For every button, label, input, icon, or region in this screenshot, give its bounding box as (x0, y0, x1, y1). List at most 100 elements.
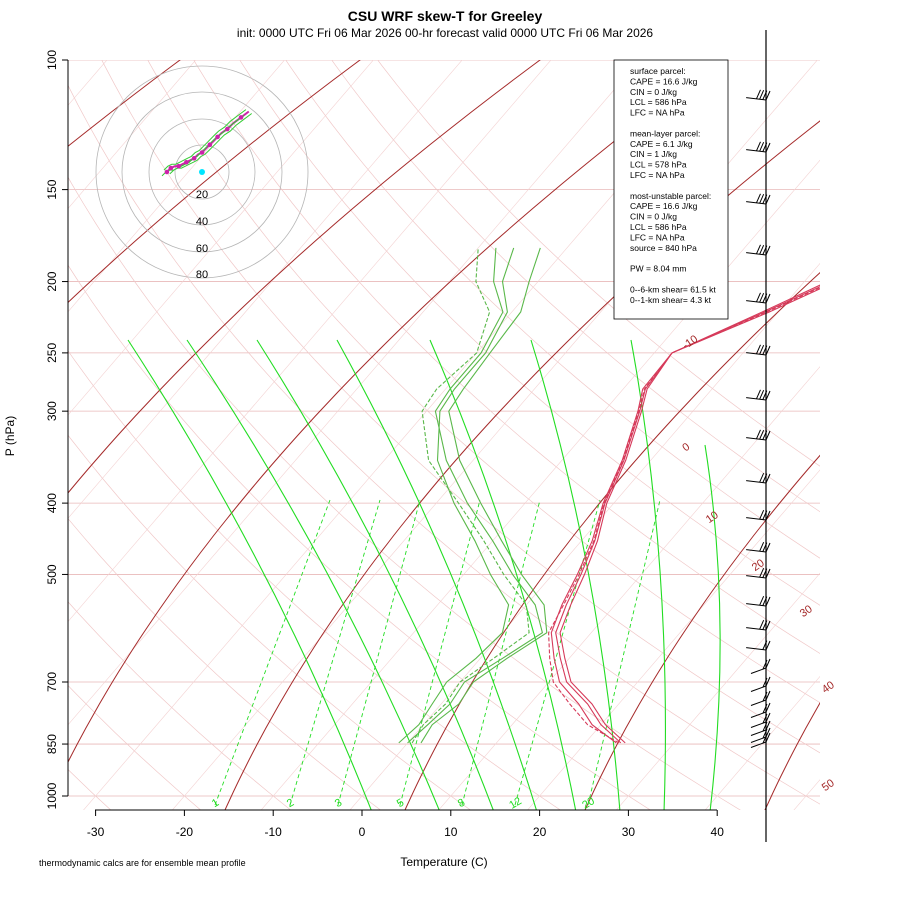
dewpoint-profile-line (407, 247, 544, 744)
wind-barb-flag (762, 703, 768, 714)
wind-barb (746, 596, 771, 607)
mixing-ratio-label: 3 (333, 797, 344, 810)
parcel-info-line: 0--6-km shear= 61.5 kt (630, 284, 716, 294)
wind-barb-flag (762, 194, 768, 204)
dry-adiabat-line (147, 60, 820, 704)
parcel-info-frame (613, 59, 729, 320)
temperature-profile-line (548, 286, 820, 744)
isotherm-line (68, 60, 721, 764)
wind-barb-flag (762, 568, 768, 578)
x-tick-label: -10 (265, 825, 283, 839)
wind-barbs (746, 89, 771, 748)
wind-barb-flag (762, 620, 768, 630)
isotherm-gridline (68, 60, 641, 726)
isotherm-gridline (68, 60, 374, 416)
x-tick-label: 40 (711, 825, 725, 839)
isotherm-label: 10 (704, 509, 721, 526)
hodograph-ring-label: 80 (196, 269, 208, 281)
isotherm-gridline (68, 60, 197, 210)
wind-barb-flag (765, 430, 771, 441)
wind-barb-flag (759, 293, 765, 303)
y-tick-label: 300 (45, 401, 59, 421)
wind-barb-staff (746, 437, 767, 441)
dry-adiabat-line (331, 60, 820, 513)
wind-barb-flag (765, 345, 771, 356)
parcel-info-line: surface parcel: (630, 66, 686, 76)
dry-adiabat-line (68, 684, 202, 810)
wind-barb (746, 141, 771, 153)
wind-barb (746, 640, 771, 651)
y-tick-label: 150 (45, 179, 59, 199)
mixing-ratio-label: 5 (395, 797, 406, 810)
isotherm-label: 0 (680, 441, 692, 454)
wind-barb-staff (746, 480, 767, 484)
wind-barb-flag (765, 142, 771, 153)
dry-adiabat-line (239, 60, 820, 606)
wind-barb-staff (750, 685, 767, 692)
isotherm-label: 20 (750, 557, 767, 574)
wind-barb (746, 389, 771, 401)
dewpoint-profile-line (398, 247, 515, 744)
wind-barb-flag (762, 721, 768, 732)
wind-barb-flag (759, 620, 765, 630)
wind-barb (750, 658, 771, 674)
isotherm-line (584, 454, 820, 810)
wind-barb-flag (765, 640, 771, 651)
dry-adiabat-line (68, 176, 741, 810)
wind-barb (746, 620, 771, 631)
wind-barb-flag (765, 702, 771, 713)
wind-barb-flag (759, 90, 765, 100)
mixing-ratio-label: 20 (580, 795, 597, 812)
dry-adiabat-line (68, 84, 820, 805)
hodograph-ring-label: 20 (196, 189, 208, 201)
wind-barb-staff (746, 97, 767, 101)
wind-barb-staff (746, 575, 767, 579)
parcel-info-line: LCL = 586 hPa (630, 97, 687, 107)
wind-barb-flag (759, 596, 765, 606)
parcel-info-line: source = 840 hPa (630, 243, 697, 253)
wind-barb-staff (746, 352, 767, 356)
wind-barb-staff (750, 729, 767, 736)
wind-barb-flag (762, 691, 768, 702)
moist-adiabat-line (256, 339, 494, 810)
wind-barb (746, 89, 771, 101)
dry-adiabat-line (193, 60, 820, 654)
wind-barb-flag (762, 542, 768, 552)
wind-barb-flag (765, 596, 771, 607)
isotherm-gridline (704, 676, 820, 810)
hodograph-ring-label: 40 (196, 216, 208, 228)
chart-subtitle: init: 0000 UTC Fri 06 Mar 2026 00-hr for… (237, 26, 654, 40)
wind-barb-flag (765, 720, 771, 731)
mixing-ratio-label: 2 (285, 797, 296, 810)
dry-adiabat-line (377, 60, 820, 467)
isotherm-gridline (260, 159, 820, 810)
wind-barb-flag (756, 344, 761, 355)
x-tick-label: 20 (533, 825, 547, 839)
mixing-ratio-line (289, 499, 381, 806)
wind-barb (750, 732, 771, 748)
wind-barb-flag (762, 430, 768, 440)
wind-barb-flag (756, 141, 761, 152)
y-tick-label: 700 (45, 672, 59, 692)
moist-adiabat-line (429, 339, 577, 810)
wind-barb (746, 568, 771, 579)
wind-barb-flag (765, 658, 771, 669)
hodograph-ring (95, 65, 309, 279)
hodograph-ring (121, 91, 283, 253)
wind-barb (750, 712, 771, 728)
parcel-info-line: PW = 8.04 mm (630, 264, 686, 274)
wind-barb-flag (765, 568, 771, 579)
wind-barb-staff (750, 711, 767, 718)
wind-barb-flag (759, 568, 765, 578)
wind-barb (746, 244, 771, 256)
wind-barb-staff (746, 549, 767, 553)
wind-barb-flag (765, 732, 771, 743)
wind-barb (746, 193, 771, 205)
mixing-ratio-line (337, 499, 421, 806)
parcel-info-line: CIN = 0 J/kg (630, 212, 677, 222)
y-tick-label: 500 (45, 564, 59, 584)
dry-adiabat-line (68, 601, 292, 810)
